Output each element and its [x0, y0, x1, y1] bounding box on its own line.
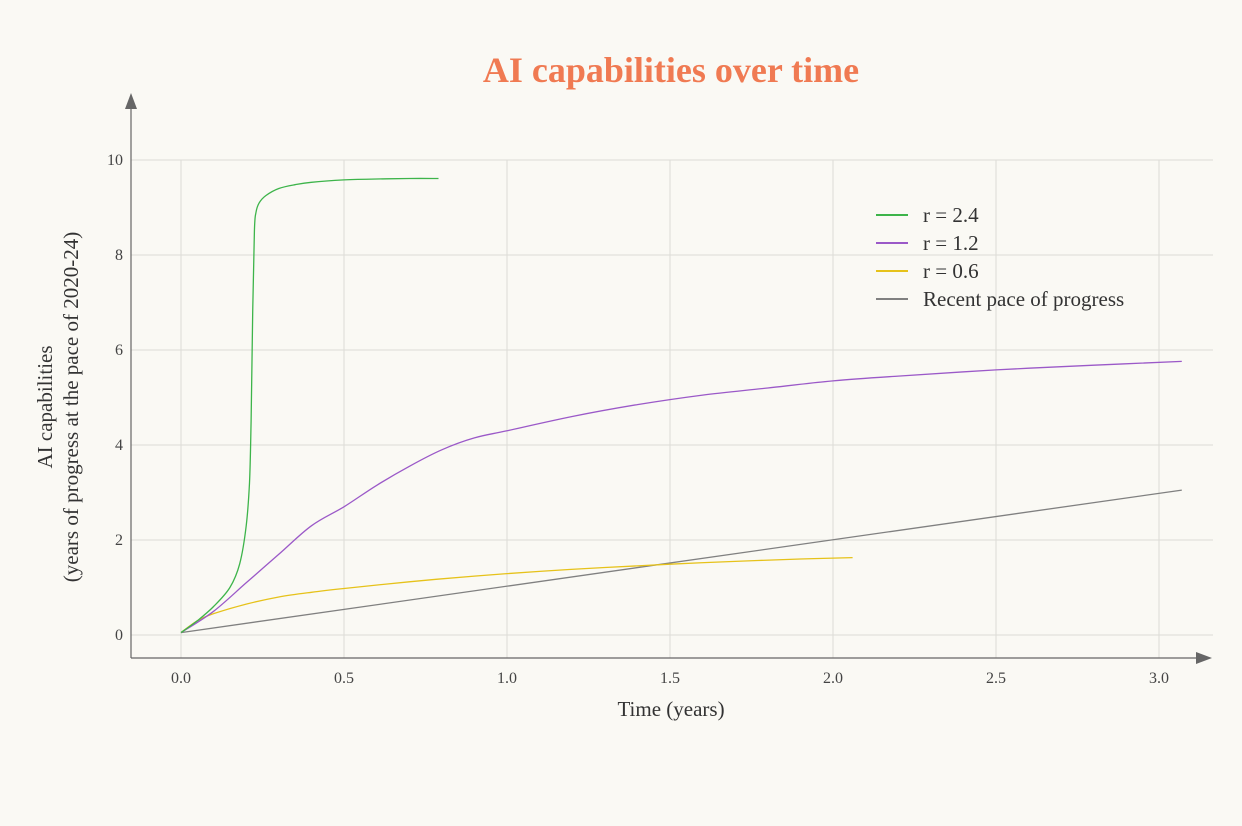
y-tick-label: 4 [115, 437, 123, 454]
legend-label: Recent pace of progress [923, 287, 1124, 311]
y-tick-label: 2 [115, 532, 123, 549]
axes [125, 93, 1212, 664]
y-axis-label: AI capabilities (years of progress at th… [33, 232, 83, 582]
x-tick-label: 2.0 [823, 670, 843, 687]
y-axis-label-line-1: AI capabilities [33, 345, 57, 468]
y-tick-label: 0 [115, 627, 123, 644]
x-axis-label: Time (years) [617, 697, 724, 721]
series-line [180, 556, 853, 634]
chart-title: AI capabilities over time [483, 50, 859, 90]
y-axis-label-line-2: (years of progress at the pace of 2020-2… [59, 232, 83, 582]
legend-label: r = 0.6 [923, 259, 979, 283]
x-tick-label: 1.0 [497, 670, 517, 687]
x-tick-label: 3.0 [1149, 670, 1169, 687]
tick-labels: 0.0 0.5 1.0 1.5 2.0 2.5 3.0 0 2 4 6 8 10 [107, 152, 1169, 687]
legend-label: r = 1.2 [923, 231, 979, 255]
x-tick-label: 0.5 [334, 670, 354, 687]
y-axis-arrow [125, 93, 137, 109]
series-line [180, 177, 439, 634]
series-line [180, 489, 1182, 634]
x-tick-label: 0.0 [171, 670, 191, 687]
y-tick-label: 10 [107, 152, 123, 169]
x-tick-label: 2.5 [986, 670, 1006, 687]
series-lines [180, 177, 1182, 634]
legend-label: r = 2.4 [923, 203, 979, 227]
y-tick-label: 8 [115, 247, 123, 264]
x-tick-label: 1.5 [660, 670, 680, 687]
y-tick-label: 6 [115, 342, 123, 359]
legend: r = 2.4 r = 1.2 r = 0.6 Recent pace of prog… [876, 203, 1124, 311]
grid [131, 159, 1213, 658]
x-axis-arrow [1196, 652, 1212, 664]
series-line [180, 360, 1182, 634]
